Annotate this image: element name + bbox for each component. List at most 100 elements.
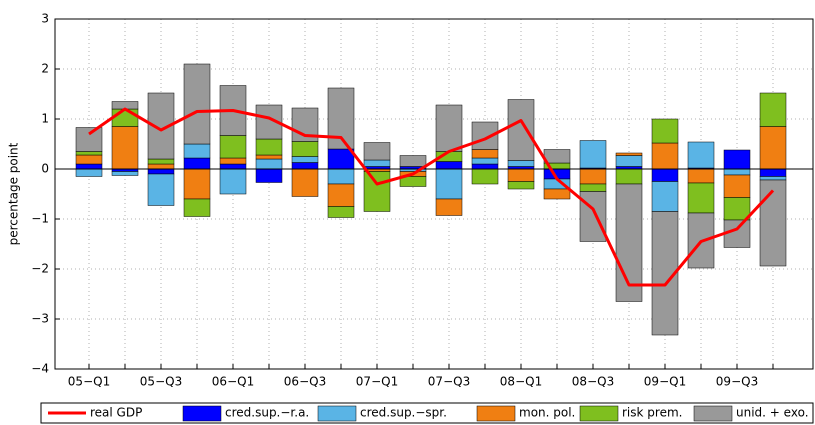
bar-segment bbox=[435, 168, 463, 200]
y-tick-label: 0 bbox=[41, 162, 49, 176]
y-tick-label: −4 bbox=[31, 362, 49, 376]
y-tick-label: 2 bbox=[41, 62, 49, 76]
bar-segment bbox=[147, 173, 175, 206]
bar-segment bbox=[255, 154, 283, 160]
bar-segment bbox=[363, 159, 391, 167]
bar-segment bbox=[219, 135, 247, 159]
bar-segment bbox=[579, 140, 607, 169]
bar-segment bbox=[759, 179, 787, 267]
bar-segment bbox=[147, 163, 175, 170]
bar-segment bbox=[363, 142, 391, 161]
x-tick-label: 06−Q3 bbox=[284, 375, 326, 389]
x-tick-label: 06−Q1 bbox=[212, 375, 254, 389]
bar-segment bbox=[75, 127, 103, 152]
bar-segment bbox=[543, 188, 571, 200]
bar-segment bbox=[291, 141, 319, 157]
legend-label: unid. + exo. bbox=[736, 406, 809, 420]
legend: real GDP cred.sup.−r.a. cred.sup.−spr. mon.… bbox=[40, 402, 814, 424]
bar-segment bbox=[327, 148, 355, 170]
bar-segment bbox=[687, 182, 715, 214]
legend-box bbox=[40, 402, 814, 424]
bar-segment bbox=[219, 163, 247, 170]
legend-label: cred.sup.−r.a. bbox=[225, 406, 309, 420]
bar-segment bbox=[507, 160, 535, 167]
bar-segment bbox=[471, 149, 499, 159]
bar-segment bbox=[615, 152, 643, 156]
bar-segment bbox=[723, 197, 751, 221]
bar-segment bbox=[183, 157, 211, 170]
y-tick-label: −3 bbox=[31, 312, 49, 326]
bar-segment bbox=[219, 168, 247, 195]
bar-segment bbox=[75, 151, 103, 156]
legend-swatch bbox=[317, 405, 357, 422]
line bbox=[88, 107, 775, 287]
bar-segment bbox=[651, 181, 679, 212]
bar-segment bbox=[291, 156, 319, 163]
bar-segment bbox=[759, 92, 787, 127]
bar-segment bbox=[579, 183, 607, 192]
bar-segment bbox=[471, 168, 499, 185]
bar-segment bbox=[723, 219, 751, 248]
bar-segment bbox=[507, 168, 535, 182]
bar-segment bbox=[255, 168, 283, 183]
bar-segment bbox=[399, 155, 427, 167]
bar-segment bbox=[111, 171, 139, 176]
bar-segment bbox=[435, 104, 463, 152]
bar-segment bbox=[435, 161, 463, 170]
bar-segment bbox=[723, 168, 751, 176]
y-axis-label: percentage point bbox=[7, 142, 21, 245]
y-tick-label: 1 bbox=[41, 112, 49, 126]
legend-swatch bbox=[579, 405, 619, 422]
legend-swatch bbox=[182, 405, 222, 422]
bar-segment bbox=[183, 63, 211, 145]
bar-segment bbox=[75, 163, 103, 170]
x-tick-label: 09−Q1 bbox=[644, 375, 686, 389]
bar-segment bbox=[759, 176, 787, 181]
bar-segment bbox=[651, 142, 679, 170]
bar-segment bbox=[291, 168, 319, 197]
legend-label: cred.sup.−spr. bbox=[360, 406, 447, 420]
bar-segment bbox=[147, 168, 175, 175]
bar-segment bbox=[327, 206, 355, 218]
bar-segment bbox=[147, 158, 175, 165]
bar-segment bbox=[363, 171, 391, 212]
bar-segment bbox=[723, 149, 751, 170]
bar-segment bbox=[651, 118, 679, 144]
bar-segment bbox=[723, 174, 751, 198]
bar-segment bbox=[219, 157, 247, 165]
bar-segment bbox=[75, 168, 103, 177]
x-tick-label: 05−Q1 bbox=[68, 375, 110, 389]
bar-segment bbox=[471, 157, 499, 165]
bar-segment bbox=[75, 154, 103, 165]
x-tick-label: 08−Q3 bbox=[572, 375, 614, 389]
bar-segment bbox=[183, 168, 211, 200]
bar-segment bbox=[507, 181, 535, 190]
legend-label: risk prem. bbox=[622, 406, 682, 420]
bar-segment bbox=[615, 168, 643, 185]
bar-segment bbox=[687, 168, 715, 184]
x-tick-label: 07−Q1 bbox=[356, 375, 398, 389]
bar-segment bbox=[687, 141, 715, 169]
bar-segment bbox=[291, 162, 319, 170]
bar-segment bbox=[183, 198, 211, 217]
bar-segment bbox=[507, 99, 535, 161]
y-tick-label: 3 bbox=[41, 12, 49, 26]
bar-segment bbox=[111, 126, 139, 170]
legend-swatch bbox=[693, 405, 733, 422]
legend-label: mon. pol. bbox=[519, 406, 575, 420]
legend-swatch bbox=[476, 405, 516, 422]
bar-segment bbox=[759, 168, 787, 177]
bar-segment bbox=[615, 155, 643, 167]
bar-segment bbox=[579, 191, 607, 242]
bar-segment bbox=[435, 198, 463, 216]
x-tick-label: 09−Q3 bbox=[716, 375, 758, 389]
plot-frame bbox=[54, 18, 814, 370]
bar-segment bbox=[327, 168, 355, 185]
bar-segment bbox=[759, 126, 787, 170]
y-tick-label: −1 bbox=[31, 212, 49, 226]
bar-segment bbox=[471, 163, 499, 170]
bar-segment bbox=[183, 143, 211, 159]
x-tick-label: 08−Q1 bbox=[500, 375, 542, 389]
bar-segment bbox=[255, 158, 283, 170]
